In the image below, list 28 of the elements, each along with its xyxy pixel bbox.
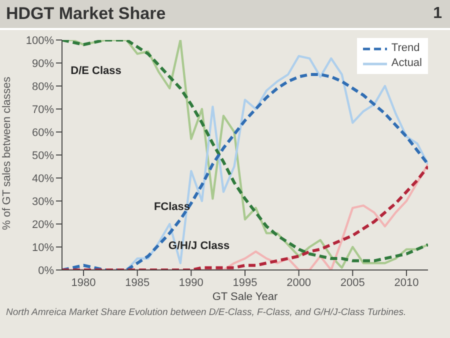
y-tick-label: 50%: [32, 150, 54, 162]
x-tick-label: 1985: [125, 276, 150, 289]
x-tick-label: 2000: [286, 276, 312, 289]
y-axis-title: % of GT sales between classes: [0, 76, 13, 230]
x-tick-label: 2005: [340, 276, 365, 289]
legend-label: Trend: [391, 41, 420, 56]
y-tick-label: 20%: [32, 218, 54, 231]
text: 1: [433, 5, 442, 23]
y-tick-label: 60%: [32, 126, 54, 139]
x-tick-label: 1990: [178, 276, 204, 289]
annotation: D/E Class: [70, 65, 122, 77]
y-tick-label: 90%: [32, 58, 54, 70]
y-tick-label: 100%: [26, 34, 54, 47]
text: North Amreica Market Share Evolution between D/E-Class, F-Class, and G/H/J-Class Turbines.: [6, 307, 406, 318]
y-tick-label: 10%: [32, 242, 54, 254]
annotation: G/H/J Class: [167, 240, 231, 252]
y-tick-label: 30%: [32, 196, 54, 208]
y-tick-label: 40%: [32, 172, 54, 185]
x-tick-label: 2010: [394, 276, 419, 289]
legend-label: Actual: [391, 56, 422, 71]
x-tick-label: 1980: [71, 276, 96, 289]
y-tick-label: 80%: [32, 80, 54, 93]
x-tick-label: 1995: [232, 276, 258, 289]
annotation: FClass: [152, 201, 192, 213]
x-axis-title: GT Sale Year: [212, 291, 278, 303]
y-tick-label: 70%: [32, 104, 54, 116]
y-tick-label: 0%: [38, 264, 54, 277]
chart-title: HDGT Market Share: [6, 4, 166, 24]
